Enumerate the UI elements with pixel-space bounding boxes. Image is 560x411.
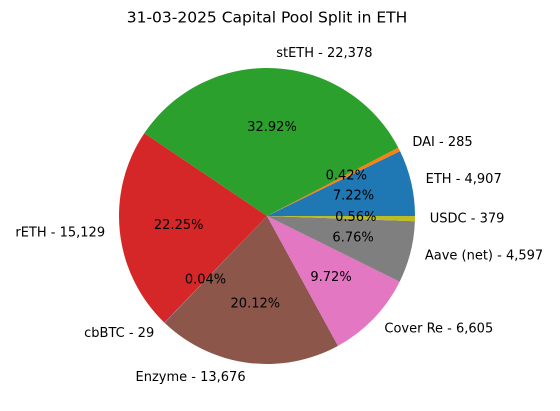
percent-label: 0.42% — [326, 169, 367, 184]
percent-label: 6.76% — [332, 230, 373, 245]
chart-title: 31-03-2025 Capital Pool Split in ETH — [127, 9, 408, 27]
pie-slice — [267, 216, 415, 282]
percent-label: 0.56% — [335, 210, 376, 225]
percent-label: 9.72% — [310, 270, 351, 285]
pie-slice — [267, 216, 416, 222]
slice-label: DAI - 285 — [412, 135, 472, 150]
percent-label: 20.12% — [231, 297, 281, 312]
percent-label: 32.92% — [247, 120, 297, 135]
pie-slice — [164, 216, 338, 364]
pie-slice — [267, 151, 415, 216]
slice-label: ETH - 4,907 — [426, 172, 502, 187]
pie-slice — [267, 216, 400, 346]
pie-slice — [144, 67, 399, 216]
slice-label: Enzyme - 13,676 — [136, 370, 246, 385]
slice-label: Cover Re - 6,605 — [384, 321, 493, 336]
percent-label: 0.04% — [185, 273, 226, 288]
slice-label: Aave (net) - 4,597 — [425, 248, 543, 263]
slice-label: cbBTC - 29 — [84, 326, 154, 341]
slice-label: rETH - 15,129 — [15, 226, 105, 241]
slice-label: stETH - 22,378 — [276, 46, 372, 61]
slice-label: USDC - 379 — [430, 211, 505, 226]
pie-slice — [164, 216, 267, 323]
percent-label: 22.25% — [154, 218, 204, 233]
pie-slice — [118, 133, 267, 323]
percent-label: 7.22% — [333, 189, 374, 204]
pie-slice — [267, 147, 401, 216]
